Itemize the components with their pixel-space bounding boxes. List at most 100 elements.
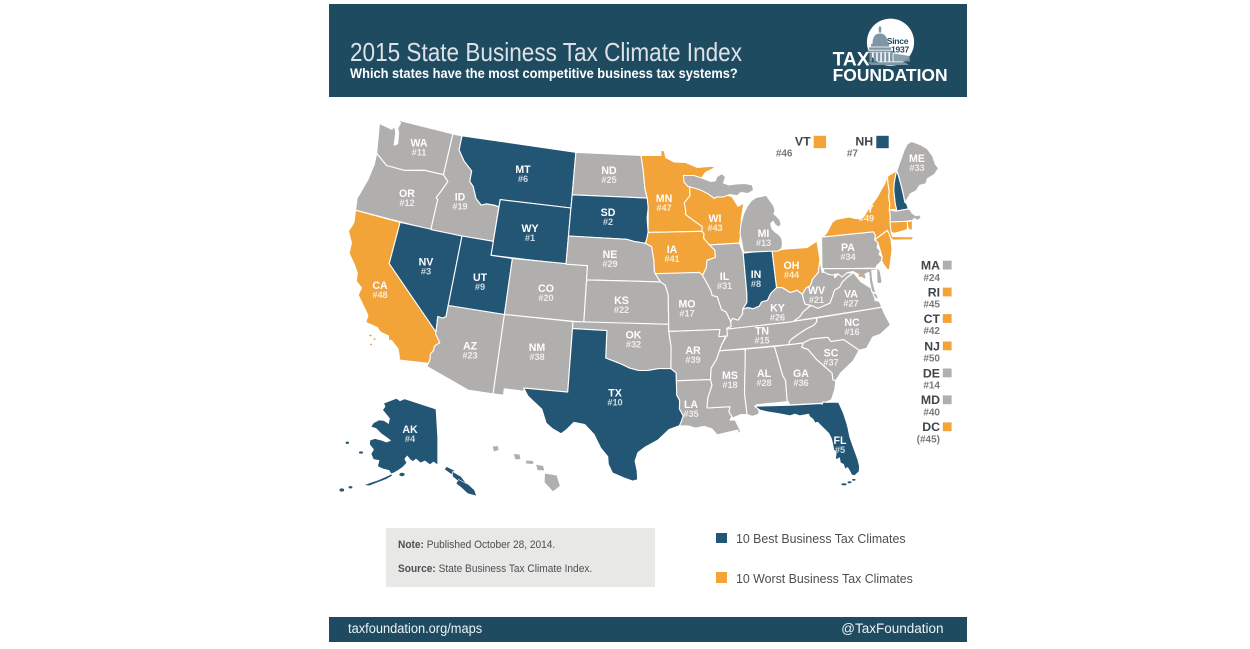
svg-text:IA: IA (667, 244, 678, 256)
svg-text:MA: MA (921, 259, 940, 273)
svg-text:#2: #2 (603, 217, 613, 227)
svg-text:#50: #50 (923, 354, 940, 365)
svg-text:#45: #45 (923, 300, 940, 311)
svg-text:#37: #37 (823, 358, 838, 368)
svg-text:TX: TX (608, 387, 622, 399)
svg-text:AZ: AZ (463, 340, 478, 352)
svg-text:NE: NE (603, 249, 618, 261)
svg-text:#13: #13 (756, 238, 771, 248)
svg-text:#34: #34 (840, 252, 856, 262)
svg-text:VT: VT (795, 135, 811, 149)
svg-text:NC: NC (844, 317, 860, 329)
svg-text:#14: #14 (923, 381, 940, 392)
svg-text:RI: RI (928, 285, 940, 299)
svg-text:MI: MI (758, 228, 770, 240)
svg-text:SC: SC (824, 347, 839, 359)
svg-text:#24: #24 (923, 273, 940, 284)
svg-text:LA: LA (684, 399, 698, 411)
svg-text:NV: NV (419, 256, 434, 268)
svg-text:MS: MS (722, 370, 738, 382)
svg-text:#17: #17 (679, 309, 694, 319)
svg-text:Since: Since (887, 36, 909, 46)
svg-text:NM: NM (529, 342, 546, 354)
svg-text:MO: MO (678, 298, 695, 310)
svg-text:#1: #1 (525, 233, 535, 243)
svg-text:(#45): (#45) (917, 435, 940, 446)
svg-text:AR: AR (685, 345, 701, 357)
svg-text:IN: IN (751, 269, 762, 281)
svg-text:PA: PA (841, 242, 855, 254)
svg-text:UT: UT (473, 272, 488, 284)
svg-text:#47: #47 (656, 203, 671, 213)
svg-text:#6: #6 (518, 174, 528, 184)
svg-text:#43: #43 (707, 223, 722, 233)
svg-text:ID: ID (455, 191, 466, 203)
svg-text:#11: #11 (412, 148, 427, 158)
svg-text:DE: DE (923, 366, 940, 380)
svg-text:#16: #16 (844, 327, 859, 337)
svg-text:#20: #20 (538, 293, 553, 303)
svg-text:#33: #33 (909, 163, 924, 173)
svg-text:#30: #30 (513, 480, 528, 490)
svg-text:#29: #29 (602, 259, 617, 269)
svg-text:#10: #10 (607, 398, 622, 408)
svg-text:OR: OR (399, 188, 415, 200)
svg-text:#9: #9 (475, 282, 485, 292)
svg-text:WA: WA (410, 137, 427, 149)
svg-text:AL: AL (757, 368, 772, 380)
svg-text:#31: #31 (717, 281, 732, 291)
svg-text:ME: ME (909, 153, 925, 165)
svg-text:#15: #15 (754, 336, 769, 346)
svg-text:NH: NH (855, 135, 873, 149)
svg-text:CT: CT (924, 312, 941, 326)
svg-text:#39: #39 (685, 355, 700, 365)
svg-text:#46: #46 (776, 149, 793, 160)
svg-text:KY: KY (770, 302, 785, 314)
svg-text:#12: #12 (399, 198, 414, 208)
svg-text:#8: #8 (751, 279, 761, 289)
svg-text:#40: #40 (923, 408, 940, 419)
svg-text:#32: #32 (626, 340, 641, 350)
svg-text:VA: VA (844, 288, 858, 300)
svg-text:CO: CO (538, 283, 554, 295)
svg-text:#3: #3 (421, 267, 431, 277)
svg-text:#35: #35 (683, 409, 698, 419)
svg-text:#7: #7 (847, 149, 859, 160)
svg-text:#4: #4 (405, 434, 416, 444)
svg-text:GA: GA (793, 368, 809, 380)
svg-text:#23: #23 (462, 351, 477, 361)
svg-text:NY: NY (859, 203, 874, 215)
svg-text:#28: #28 (756, 378, 771, 388)
svg-text:HI: HI (516, 469, 527, 481)
svg-text:WV: WV (808, 285, 825, 297)
svg-text:#5: #5 (835, 445, 845, 455)
svg-text:#42: #42 (923, 326, 940, 337)
svg-text:WY: WY (521, 223, 538, 235)
svg-text:FOUNDATION: FOUNDATION (833, 65, 948, 85)
svg-text:MD: MD (921, 393, 940, 407)
svg-text:#36: #36 (793, 378, 808, 388)
svg-text:#21: #21 (809, 295, 824, 305)
svg-text:AK: AK (402, 424, 418, 436)
svg-text:MT: MT (515, 164, 531, 176)
svg-text:#38: #38 (529, 352, 544, 362)
svg-text:TN: TN (755, 325, 769, 337)
svg-text:#41: #41 (664, 254, 679, 264)
svg-text:#22: #22 (614, 305, 629, 315)
svg-text:#19: #19 (452, 202, 467, 212)
svg-text:NJ: NJ (924, 339, 940, 353)
svg-text:IL: IL (720, 271, 730, 283)
svg-text:#27: #27 (843, 299, 858, 309)
svg-text:#26: #26 (770, 313, 785, 323)
svg-text:#49: #49 (859, 214, 874, 224)
svg-text:KS: KS (614, 295, 629, 307)
svg-text:#44: #44 (784, 270, 800, 280)
svg-text:MN: MN (656, 193, 672, 205)
svg-text:FL: FL (834, 435, 847, 447)
svg-text:#48: #48 (372, 290, 387, 300)
svg-text:ND: ND (601, 165, 617, 177)
svg-text:OH: OH (784, 260, 800, 272)
svg-text:DC: DC (922, 420, 940, 434)
svg-text:TAX: TAX (833, 50, 870, 71)
svg-text:CA: CA (372, 280, 388, 292)
